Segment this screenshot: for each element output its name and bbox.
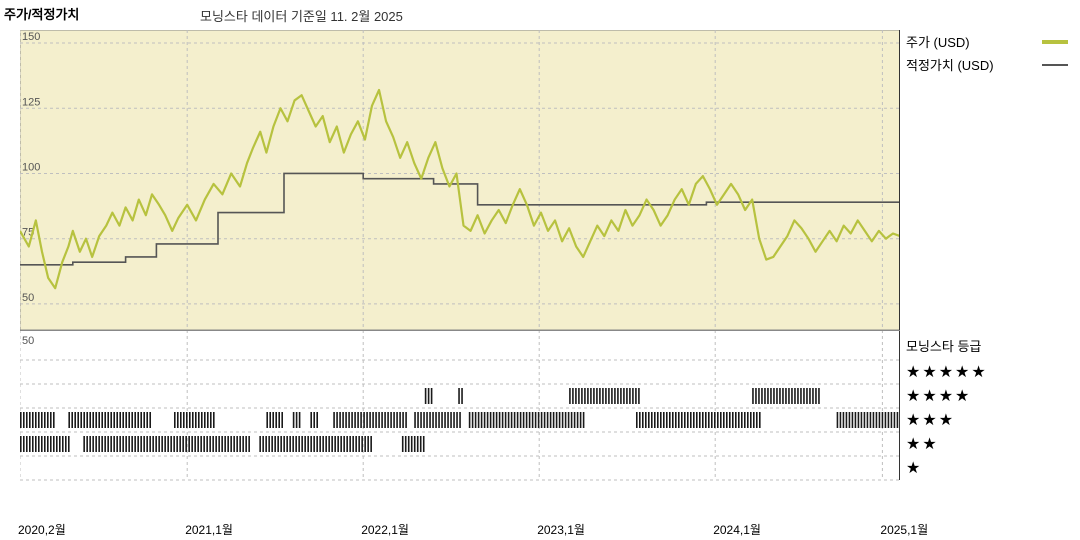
star-row-2: ★★	[906, 433, 1076, 457]
legend-swatch	[1042, 40, 1068, 44]
x-axis-label: 2021,1월	[185, 521, 233, 538]
svg-text:50: 50	[22, 292, 34, 304]
x-axis-label: 2024,1월	[713, 521, 761, 538]
chart-subtitle: 모닝스타 데이터 기준일 11. 2월 2025	[200, 6, 403, 25]
legend-label: 적정가치 (USD)	[906, 55, 994, 74]
x-axis-label: 2023,1월	[537, 521, 585, 538]
rating-legend-title: 모닝스타 등급	[906, 336, 1076, 355]
svg-text:125: 125	[22, 96, 40, 108]
star-row-1: ★	[906, 457, 1076, 481]
legend-item-price: 주가 (USD)	[906, 32, 1076, 51]
x-axis-label: 2025,1월	[880, 521, 928, 538]
svg-text:100: 100	[22, 161, 40, 173]
svg-text:50: 50	[22, 335, 34, 347]
price-chart: 5075100125150	[20, 30, 900, 330]
x-axis-label: 2020,2월	[18, 521, 66, 538]
legend-label: 주가 (USD)	[906, 32, 970, 51]
chart-title: 주가/적정가치	[4, 4, 79, 23]
legend-item-fairvalue: 적정가치 (USD)	[906, 55, 1076, 74]
legend-bottom: 모닝스타 등급 ★★★★★ ★★★★ ★★★ ★★ ★	[906, 336, 1076, 481]
legend-swatch	[1042, 64, 1068, 66]
chart-container: 주가/적정가치 모닝스타 데이터 기준일 11. 2월 2025 5075100…	[0, 0, 1080, 540]
x-axis-label: 2022,1월	[361, 521, 409, 538]
star-row-5: ★★★★★	[906, 361, 1076, 385]
rating-panel: 50	[20, 330, 900, 500]
star-row-4: ★★★★	[906, 385, 1076, 409]
legend-top: 주가 (USD) 적정가치 (USD)	[906, 32, 1076, 78]
svg-text:150: 150	[22, 31, 40, 43]
star-row-3: ★★★	[906, 409, 1076, 433]
